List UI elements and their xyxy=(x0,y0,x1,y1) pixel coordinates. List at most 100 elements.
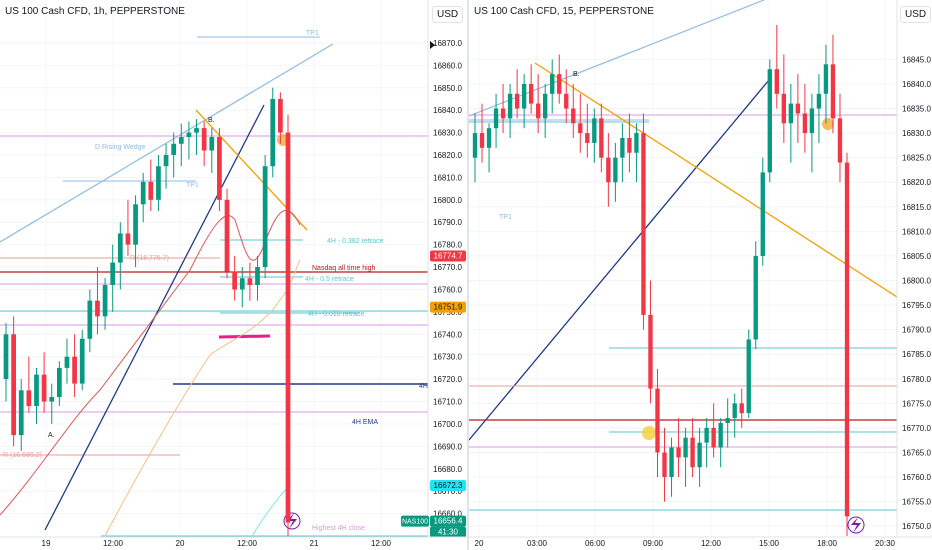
candle-body xyxy=(209,137,215,151)
candle-body xyxy=(578,123,583,134)
candle-body xyxy=(557,74,562,94)
candle xyxy=(493,93,499,148)
price-tick-label: 16845.0 xyxy=(902,55,931,64)
candle-body xyxy=(648,314,653,389)
label-r-775: R (16,775.7) xyxy=(130,255,169,262)
candle-body xyxy=(704,427,709,443)
candle-body xyxy=(49,397,55,402)
badge-bg xyxy=(430,301,466,313)
price-tick-label: 16800.0 xyxy=(433,196,462,205)
price-tick-label: 16740.0 xyxy=(433,330,462,339)
candle xyxy=(634,123,639,183)
candle-body xyxy=(133,204,138,245)
candle-body xyxy=(270,98,276,167)
panel-divider[interactable] xyxy=(467,0,469,550)
candle xyxy=(194,119,199,155)
candle-body xyxy=(655,388,660,453)
right-currency-button[interactable]: USD xyxy=(900,6,932,23)
price-tick-label: 16660.0 xyxy=(433,510,462,519)
candle-body xyxy=(232,271,238,290)
candle xyxy=(79,329,85,391)
candle xyxy=(125,199,131,256)
candle xyxy=(110,244,116,312)
candle-body xyxy=(247,278,253,285)
right-candles xyxy=(472,25,850,536)
candle xyxy=(662,427,667,502)
right-chart-svg[interactable]: TP1 B. 16845.0 16840.0 16835.0 16830.0 16825… xyxy=(469,0,932,550)
candle xyxy=(186,121,192,160)
price-tick-label: 16840.0 xyxy=(902,80,931,89)
candle xyxy=(148,159,154,212)
left-chart-labels: TP1 D Rising Wedge TP1 B. A. 4H - 0.382 … xyxy=(3,30,428,532)
candle xyxy=(669,437,674,497)
candle-body xyxy=(669,447,674,478)
price-badge-cyan: 16672.3 xyxy=(430,480,466,492)
candle xyxy=(718,418,723,468)
candle xyxy=(641,113,646,330)
symbol-tag-bg xyxy=(401,515,429,527)
candle xyxy=(486,123,492,173)
time-tick-label: 06:00 xyxy=(585,539,606,548)
label-fib382: 4H - 0.382 retrace xyxy=(327,238,384,245)
candle xyxy=(102,278,108,330)
candle-body xyxy=(79,338,85,384)
candle xyxy=(26,356,32,413)
candle xyxy=(140,172,146,223)
candle xyxy=(543,83,548,139)
time-tick-label: 20:30 xyxy=(875,539,896,548)
price-tick-label: 16820.0 xyxy=(433,151,462,160)
candle xyxy=(270,87,276,178)
time-tick-label: 19 xyxy=(42,539,51,548)
label-4h: 4H xyxy=(419,383,428,390)
price-tick-label: 16795.0 xyxy=(902,301,931,310)
candle xyxy=(217,128,222,212)
candle-body xyxy=(26,390,32,407)
candle xyxy=(550,59,555,114)
badge-text: 16751.9 xyxy=(434,303,463,312)
candle xyxy=(725,398,730,448)
price-tick-label: 16760.0 xyxy=(902,473,931,482)
candle-body xyxy=(620,138,625,158)
price-tick-label: 16730.0 xyxy=(433,353,462,362)
candle-body xyxy=(285,132,291,523)
time-tick-label: 12:00 xyxy=(701,539,722,548)
candle xyxy=(655,368,660,478)
candle-body xyxy=(823,64,829,94)
candle xyxy=(11,316,16,447)
price-axis-bg xyxy=(428,0,467,550)
candle-body xyxy=(725,418,730,423)
left-chart-svg[interactable]: TP1 D Rising Wedge TP1 B. A. 4H - 0.382 … xyxy=(0,0,467,550)
candle xyxy=(592,108,597,163)
time-tick-label: 20 xyxy=(176,539,185,548)
candle xyxy=(64,338,70,384)
candle-body xyxy=(493,108,499,129)
candle xyxy=(676,418,681,478)
candle-body xyxy=(802,113,808,134)
candle xyxy=(133,195,138,268)
candle-body xyxy=(781,93,787,124)
candle-body xyxy=(194,128,199,133)
label-tp1-top: TP1 xyxy=(306,30,319,37)
price-tick-label: 16790.0 xyxy=(902,326,931,335)
candle-body xyxy=(87,300,93,339)
time-tick-label: 15:00 xyxy=(759,539,780,548)
candle-body xyxy=(634,133,639,153)
left-currency-button[interactable]: USD xyxy=(432,6,464,23)
time-tick-label: 12:00 xyxy=(237,539,258,548)
time-tick-label: 20 xyxy=(475,539,484,548)
candle-body xyxy=(262,166,268,268)
candle xyxy=(18,379,24,451)
right-chart-labels: TP1 B. xyxy=(499,71,580,221)
candle xyxy=(788,83,794,163)
candle-body xyxy=(683,437,688,458)
candle-body xyxy=(739,403,744,414)
candle xyxy=(648,280,653,404)
candle-body xyxy=(3,334,9,380)
candle-body xyxy=(543,93,548,119)
badge-bg xyxy=(430,526,466,538)
left-chart-panel[interactable]: TP1 D Rising Wedge TP1 B. A. 4H - 0.382 … xyxy=(0,0,467,550)
price-tick-label: 16765.0 xyxy=(902,448,931,457)
candle-body xyxy=(585,133,590,143)
right-chart-panel[interactable]: TP1 B. 16845.0 16840.0 16835.0 16830.0 16825… xyxy=(469,0,932,550)
candle xyxy=(753,241,758,350)
